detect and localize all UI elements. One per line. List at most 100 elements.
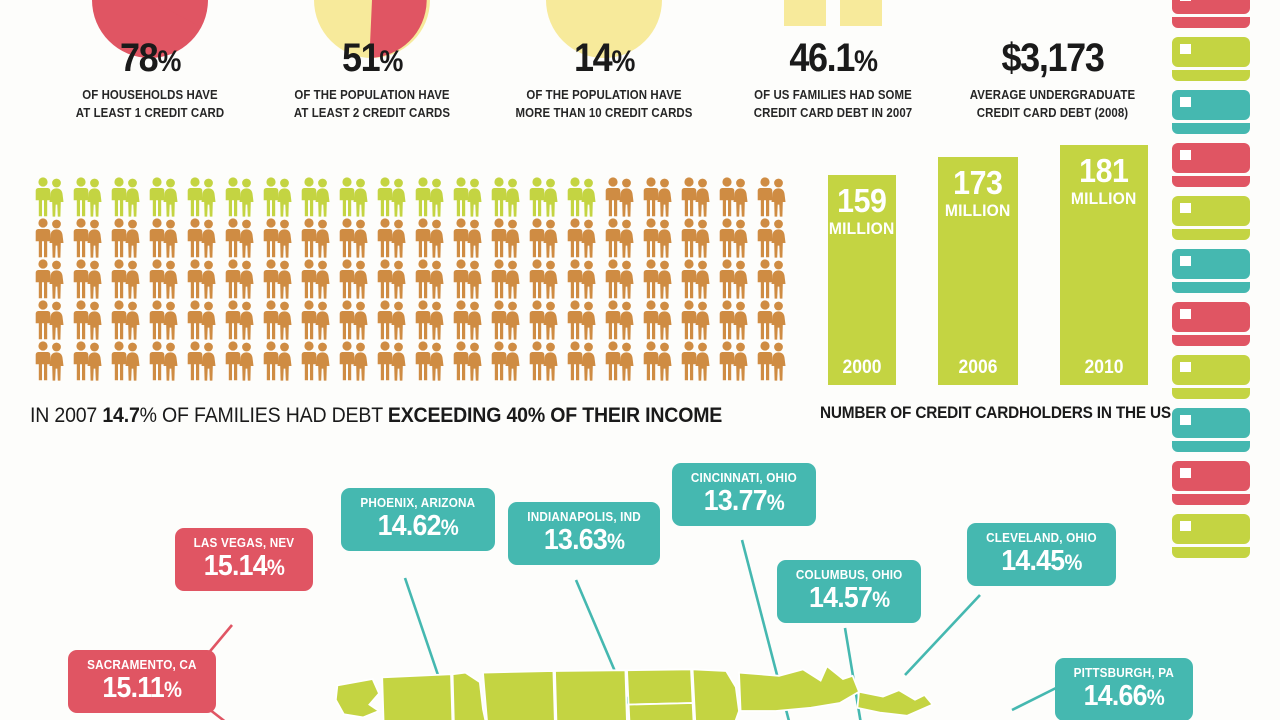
bar-2010: 181 MILLION 2010 (1060, 145, 1148, 385)
pictogram-pair-icon (184, 217, 222, 258)
pictogram-pair-icon (222, 299, 260, 340)
pictogram-pair-icon (222, 258, 260, 299)
pictogram-pair-icon (488, 217, 526, 258)
pictogram-row (32, 340, 792, 381)
callout-las-vegas[interactable]: LAS VEGAS, NEV 15.14% (175, 528, 313, 591)
pictogram-pair-icon (754, 340, 792, 381)
callout-phoenix[interactable]: PHOENIX, ARIZONA 14.62% (341, 488, 495, 551)
pictogram-pair-icon (754, 176, 792, 217)
pictogram-pair-icon (640, 217, 678, 258)
pictogram-pair-icon (374, 340, 412, 381)
pictogram-pair-icon (108, 340, 146, 381)
pictogram-pair-icon (298, 340, 336, 381)
pictogram-row (32, 217, 792, 258)
bar-2000: 159 MILLION 2000 (828, 175, 896, 385)
credit-card-stack (1172, 0, 1256, 567)
pictogram-pair-icon (526, 299, 564, 340)
pictogram-pair-icon (32, 258, 70, 299)
stat-value: 46.1% (789, 36, 878, 80)
callout-city-name: SACRAMENTO, CA (87, 657, 197, 672)
bar-value: 159 (837, 182, 887, 219)
callout-cleveland[interactable]: CLEVELAND, OHIO 14.45% (967, 523, 1116, 586)
pictogram-pair-icon (488, 176, 526, 217)
pictogram-pair-icon (602, 299, 640, 340)
pictogram-row (32, 258, 792, 299)
pictogram-pair-icon (716, 340, 754, 381)
pictogram-pair-icon (412, 176, 450, 217)
stat-value: 14% (573, 36, 635, 80)
pictogram-row (32, 176, 792, 217)
credit-card-icon (1172, 143, 1250, 187)
pictogram-caption: IN 2007 14.7% OF FAMILIES HAD DEBT EXCEE… (30, 404, 723, 427)
callout-city-name: INDIANAPOLIS, IND (527, 509, 641, 524)
pictogram-pair-icon (32, 176, 70, 217)
pictogram-pair-icon (374, 217, 412, 258)
pictogram-pair-icon (260, 176, 298, 217)
pictogram-pair-icon (488, 299, 526, 340)
pictogram-pair-icon (108, 217, 146, 258)
stat-description: OF US FAMILIES HAD SOME CREDIT CARD DEBT… (753, 87, 913, 121)
card-chip-icon (1180, 0, 1191, 1)
pictogram-pair-icon (336, 258, 374, 299)
bar-year-label: 2000 (842, 357, 882, 378)
card-chip-icon (1180, 203, 1191, 213)
pictogram-pair-icon (70, 299, 108, 340)
pictogram-pair-icon (564, 217, 602, 258)
pictogram-pair-icon (602, 217, 640, 258)
pictogram-pair-icon (260, 340, 298, 381)
callout-city-name: COLUMBUS, OHIO (795, 567, 903, 582)
pictogram-pair-icon (32, 217, 70, 258)
callout-percentage: 15.11% (102, 672, 182, 705)
pictogram-pair-icon (450, 340, 488, 381)
pictogram-pair-icon (70, 258, 108, 299)
stat-description: OF THE POPULATION HAVE MORE THAN 10 CRED… (515, 87, 693, 121)
bar-pair-icon (784, 0, 882, 26)
pictogram-pair-icon (298, 176, 336, 217)
callout-percentage: 14.57% (808, 582, 890, 615)
pictogram-pair-icon (526, 340, 564, 381)
pictogram-pair-icon (716, 299, 754, 340)
callout-sacramento[interactable]: SACRAMENTO, CA 15.11% (68, 650, 216, 713)
pictogram-pair-icon (184, 258, 222, 299)
card-chip-icon (1180, 521, 1191, 531)
pictogram-pair-icon (754, 299, 792, 340)
callout-columbus[interactable]: COLUMBUS, OHIO 14.57% (777, 560, 922, 623)
pictogram-pair-icon (336, 299, 374, 340)
pictogram-pair-icon (602, 258, 640, 299)
stat-description: AVERAGE UNDERGRADUATE CREDIT CARD DEBT (… (969, 87, 1136, 121)
pictogram-pair-icon (640, 340, 678, 381)
pictogram-pair-icon (754, 258, 792, 299)
pictogram-pair-icon (678, 176, 716, 217)
callout-percentage: 15.14% (203, 550, 285, 583)
pictogram-pair-icon (222, 217, 260, 258)
card-chip-icon (1180, 256, 1191, 266)
callout-cincinnati[interactable]: CINCINNATI, OHIO 13.77% (672, 463, 816, 526)
callout-percentage: 13.77% (703, 485, 785, 518)
callout-percentage: 13.63% (543, 524, 625, 557)
callout-pittsburgh[interactable]: PITTSBURGH, PA 14.66% (1055, 658, 1193, 720)
stat-description: OF THE POPULATION HAVE AT LEAST 2 CREDIT… (293, 87, 451, 121)
pictogram-pair-icon (640, 299, 678, 340)
pictogram-pair-icon (640, 258, 678, 299)
callout-city-name: PHOENIX, ARIZONA (360, 495, 476, 510)
bar-year-label: 2006 (958, 357, 998, 378)
bar-unit: MILLION (945, 201, 1011, 221)
card-chip-icon (1180, 415, 1191, 425)
bar-chart-title: NUMBER OF CREDIT CARDHOLDERS IN THE US (820, 404, 1171, 422)
credit-card-icon (1172, 408, 1250, 452)
credit-card-icon (1172, 514, 1250, 558)
pictogram-pair-icon (450, 176, 488, 217)
bar-year-label: 2010 (1084, 357, 1124, 378)
pictogram-pair-icon (184, 176, 222, 217)
bar-unit: MILLION (829, 219, 895, 239)
callout-indianapolis[interactable]: INDIANAPOLIS, IND 13.63% (508, 502, 661, 565)
card-chip-icon (1180, 362, 1191, 372)
pie-chart-icon (90, 0, 210, 65)
pictogram-row (32, 299, 792, 340)
bar-value: 181 (1079, 152, 1129, 189)
pictogram-pair-icon (374, 176, 412, 217)
pictogram-pair-icon (32, 340, 70, 381)
pictogram-pair-icon (412, 340, 450, 381)
bar-2006: 173 MILLION 2006 (938, 157, 1018, 385)
pictogram-pair-icon (260, 299, 298, 340)
